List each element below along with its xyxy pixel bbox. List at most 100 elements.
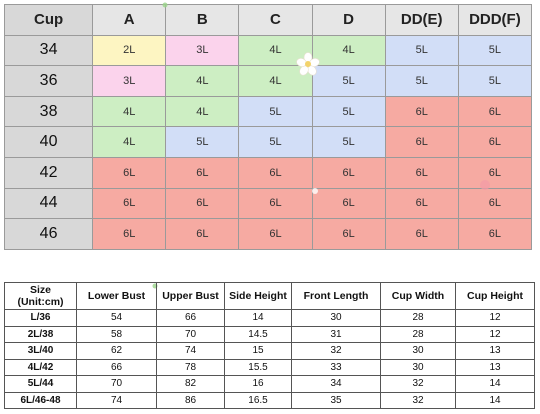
size-cell: 6L: [457, 126, 533, 158]
measure-cell: 32: [380, 375, 456, 393]
cup-size-chart: Cup A B C D DD(E) DDD(F) 34 2L 3L 4L 4L …: [3, 4, 533, 250]
band-size-label: 36: [3, 65, 94, 97]
measure-cell: 66: [156, 309, 225, 327]
size-cell: 5L: [384, 65, 459, 97]
size-cell: 3L: [165, 34, 240, 67]
cup-column-header: C: [238, 4, 313, 36]
size-cell: 4L: [238, 34, 313, 67]
measure-cell: 74: [156, 342, 225, 360]
measure-cell: 32: [380, 391, 456, 409]
size-cell: 6L: [238, 218, 313, 250]
measure-cell: 35: [291, 391, 381, 409]
size-header-row: Size (Unit:cm) Lower Bust Upper Bust Sid…: [4, 282, 535, 310]
size-column-header: Size (Unit:cm): [4, 282, 77, 310]
size-cell: 4L: [92, 126, 167, 158]
size-column-header: Lower Bust: [76, 282, 157, 310]
size-cell: 5L: [238, 95, 313, 128]
measure-cell: 82: [156, 375, 225, 393]
band-size-label: 46: [3, 218, 94, 250]
size-name-cell: 2L/38: [4, 325, 77, 343]
band-size-label: 44: [3, 187, 94, 220]
size-name-cell: L/36: [4, 309, 77, 327]
band-size-label: 42: [3, 156, 94, 189]
measure-cell: 32: [291, 342, 381, 360]
size-cell: 6L: [457, 95, 533, 128]
size-cell: 6L: [457, 218, 533, 250]
size-column-header: Side Height: [224, 282, 292, 310]
cup-column-header: B: [165, 4, 240, 36]
size-row: 2L/38 58 70 14.5 31 28 12: [4, 325, 535, 343]
size-cell: 2L: [92, 34, 167, 67]
size-cell: 4L: [165, 95, 240, 128]
measure-cell: 12: [455, 325, 535, 343]
measure-cell: 13: [455, 358, 535, 376]
band-row: 40 4L 5L 5L 5L 6L 6L: [3, 126, 533, 158]
measure-cell: 28: [380, 309, 456, 327]
measure-cell: 66: [76, 358, 157, 376]
size-column-header: Upper Bust: [156, 282, 225, 310]
measure-cell: 54: [76, 309, 157, 327]
size-name-cell: 4L/42: [4, 358, 77, 376]
measure-cell: 15.5: [224, 358, 292, 376]
size-cell: 3L: [92, 65, 167, 97]
size-cell: 6L: [311, 156, 386, 189]
size-name-cell: 3L/40: [4, 342, 77, 360]
measure-cell: 13: [455, 342, 535, 360]
measure-cell: 31: [291, 325, 381, 343]
cup-column-header: A: [92, 4, 167, 36]
measure-cell: 33: [291, 358, 381, 376]
measure-cell: 28: [380, 325, 456, 343]
measure-cell: 14: [455, 391, 535, 409]
size-cell: 4L: [311, 34, 386, 67]
measure-cell: 70: [76, 375, 157, 393]
size-cell: 5L: [165, 126, 240, 158]
measure-cell: 86: [156, 391, 225, 409]
size-cell: 6L: [238, 156, 313, 189]
size-cell: 4L: [238, 65, 313, 97]
measure-cell: 58: [76, 325, 157, 343]
size-row: 5L/44 70 82 16 34 32 14: [4, 375, 535, 393]
size-cell: 4L: [165, 65, 240, 97]
size-cell: 6L: [165, 218, 240, 250]
measure-cell: 14.5: [224, 325, 292, 343]
band-row: 38 4L 4L 5L 5L 6L 6L: [3, 95, 533, 128]
cup-header-row: Cup A B C D DD(E) DDD(F): [3, 4, 533, 36]
measure-cell: 30: [291, 309, 381, 327]
size-cell: 5L: [457, 65, 533, 97]
size-cell: 6L: [92, 156, 167, 189]
measure-cell: 78: [156, 358, 225, 376]
size-cell: 6L: [384, 187, 459, 220]
size-cell: 5L: [238, 126, 313, 158]
measure-cell: 15: [224, 342, 292, 360]
size-cell: 6L: [238, 187, 313, 220]
measure-cell: 14: [455, 375, 535, 393]
band-row: 34 2L 3L 4L 4L 5L 5L: [3, 34, 533, 67]
size-row: 6L/46-48 74 86 16.5 35 32 14: [4, 391, 535, 409]
size-row: L/36 54 66 14 30 28 12: [4, 309, 535, 327]
size-cell: 6L: [384, 156, 459, 189]
cup-column-header: DDD(F): [457, 4, 533, 36]
band-size-label: 38: [3, 95, 94, 128]
band-size-label: 40: [3, 126, 94, 158]
cup-column-header: D: [311, 4, 386, 36]
size-cell: 6L: [311, 187, 386, 220]
size-cell: 4L: [92, 95, 167, 128]
measure-cell: 34: [291, 375, 381, 393]
size-row: 3L/40 62 74 15 32 30 13: [4, 342, 535, 360]
size-cell: 6L: [457, 187, 533, 220]
measure-cell: 12: [455, 309, 535, 327]
size-cell: 6L: [457, 156, 533, 189]
size-cell: 6L: [165, 156, 240, 189]
band-row: 46 6L 6L 6L 6L 6L 6L: [3, 218, 533, 250]
measure-cell: 62: [76, 342, 157, 360]
size-name-cell: 6L/46-48: [4, 391, 77, 409]
size-column-header: Cup Width: [380, 282, 456, 310]
size-cell: 6L: [92, 218, 167, 250]
measure-cell: 74: [76, 391, 157, 409]
cup-column-header: DD(E): [384, 4, 459, 36]
measure-cell: 70: [156, 325, 225, 343]
size-cell: 6L: [384, 95, 459, 128]
size-cell: 6L: [384, 218, 459, 250]
size-column-header: Front Length: [291, 282, 381, 310]
measure-cell: 16: [224, 375, 292, 393]
